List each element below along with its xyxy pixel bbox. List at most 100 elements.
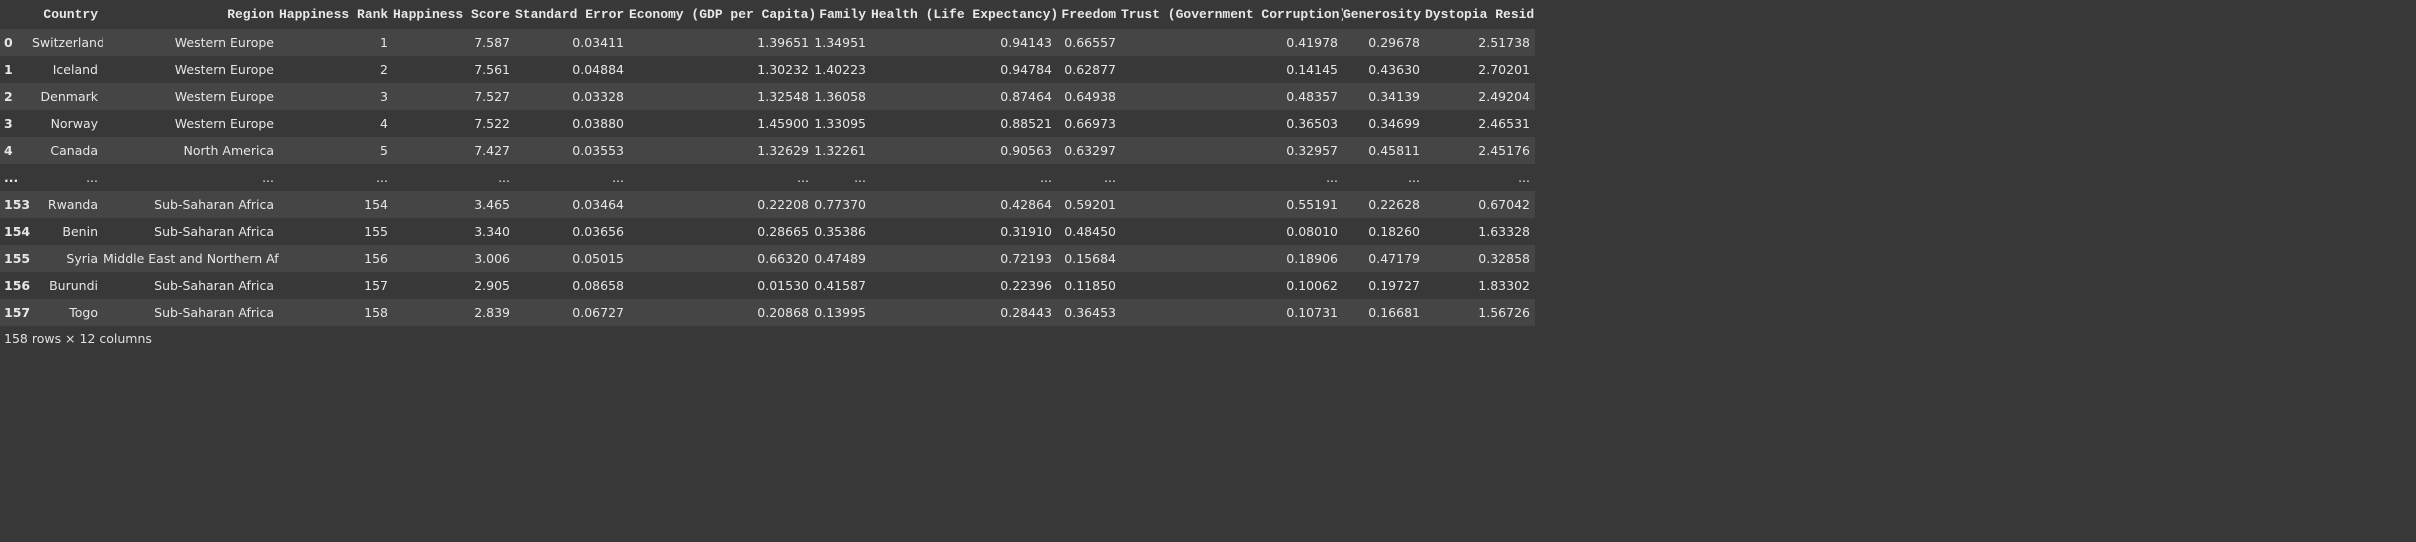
table-cell: 0.11850 <box>1064 278 1116 293</box>
table-cell: 0.03553 <box>572 143 624 158</box>
table-cell: 157 <box>364 278 388 293</box>
table-cell: 1.32548 <box>757 89 809 104</box>
table-cell: Togo <box>69 305 98 320</box>
table-cell: 0.62877 <box>1064 62 1116 77</box>
row-index: 2 <box>4 89 13 104</box>
table-cell: ... <box>1104 170 1116 185</box>
table-cell: 1.83302 <box>1478 278 1530 293</box>
table-cell: 0.20868 <box>757 305 809 320</box>
table-body: 0 Switzerland Western Europe 1 7.587 0.03411 1… <box>0 29 1535 326</box>
table-cell: 0.32858 <box>1478 251 1530 266</box>
table-cell: Iceland <box>52 62 98 77</box>
table-cell: 0.18906 <box>1286 251 1338 266</box>
table-cell: Western Europe <box>174 116 274 131</box>
column-header: Trust (Government Corruption) <box>1121 7 1343 22</box>
table-cell: Middle East and Northern Africa <box>103 251 279 266</box>
table-cell: 0.34139 <box>1368 89 1420 104</box>
row-index: 157 <box>4 305 31 320</box>
table-cell: 154 <box>364 197 388 212</box>
table-cell: Sub-Saharan Africa <box>154 224 274 239</box>
table-cell: 0.10731 <box>1286 305 1338 320</box>
table-cell: ... <box>498 170 510 185</box>
table-cell: 0.08658 <box>572 278 624 293</box>
table-cell: 0.72193 <box>1000 251 1052 266</box>
table-cell: 0.63297 <box>1064 143 1116 158</box>
table-cell: 0.42864 <box>1000 197 1052 212</box>
table-cell: Rwanda <box>47 197 98 212</box>
table-cell: 0.66320 <box>757 251 809 266</box>
table-cell: 0.03328 <box>572 89 624 104</box>
table-cell: 0.28443 <box>1000 305 1052 320</box>
column-header: Happiness Rank <box>279 7 389 22</box>
table-cell: ... <box>1326 170 1338 185</box>
table-cell: 1.56726 <box>1478 305 1530 320</box>
table-cell: 2.49204 <box>1478 89 1530 104</box>
table-cell: ... <box>797 170 809 185</box>
table-cell: Sub-Saharan Africa <box>154 305 274 320</box>
table-cell: 0.64938 <box>1064 89 1116 104</box>
table-cell: Sub-Saharan Africa <box>154 278 274 293</box>
table-cell: 1.39651 <box>757 35 809 50</box>
table-cell: Denmark <box>40 89 98 104</box>
table-cell: North America <box>183 143 275 158</box>
table-cell: 0.03464 <box>572 197 624 212</box>
table-cell: 1.32261 <box>814 143 866 158</box>
column-header: Family <box>819 7 866 22</box>
table-cell: ... <box>612 170 624 185</box>
table-cell: 158 <box>364 305 388 320</box>
column-header: Country <box>43 7 98 22</box>
table-cell: 1.33095 <box>814 116 866 131</box>
table-cell: ... <box>376 170 388 185</box>
table-cell: ... <box>1040 170 1052 185</box>
table-cell: 0.22396 <box>1000 278 1052 293</box>
table-cell: 1.34951 <box>814 35 866 50</box>
table-cell: 0.04884 <box>572 62 624 77</box>
table-cell: 0.08010 <box>1286 224 1338 239</box>
table-cell: 0.47489 <box>814 251 866 266</box>
table-cell: 1 <box>380 35 388 50</box>
table-cell: 0.90563 <box>1000 143 1052 158</box>
table-cell: 0.15684 <box>1064 251 1116 266</box>
table-cell: Norway <box>50 116 98 131</box>
table-cell: 0.05015 <box>572 251 624 266</box>
table-cell: 3.340 <box>474 224 510 239</box>
table-cell: 0.87464 <box>1000 89 1052 104</box>
table-cell: Switzerland <box>32 35 103 50</box>
table-cell: 0.06727 <box>572 305 624 320</box>
index-header <box>0 0 32 29</box>
table-cell: 0.03880 <box>572 116 624 131</box>
row-index: 1 <box>4 62 13 77</box>
table-row: 153 Rwanda Sub-Saharan Africa 154 3.465 0.034… <box>0 191 1535 218</box>
table-cell: 0.47179 <box>1368 251 1420 266</box>
table-cell: ... <box>262 170 274 185</box>
table-cell: 1.63328 <box>1478 224 1530 239</box>
row-index: 153 <box>4 197 31 212</box>
table-cell: ... <box>1518 170 1530 185</box>
table-cell: 0.36453 <box>1064 305 1116 320</box>
table-cell: 0.03656 <box>572 224 624 239</box>
table-cell: 2.905 <box>474 278 510 293</box>
column-header: Economy (GDP per Capita) <box>629 7 814 22</box>
table-cell: 4 <box>380 116 388 131</box>
table-cell: 3 <box>380 89 388 104</box>
table-cell: Benin <box>62 224 98 239</box>
table-cell: 3.465 <box>474 197 510 212</box>
table-cell: 0.22628 <box>1368 197 1420 212</box>
table-cell: 1.40223 <box>814 62 866 77</box>
table-cell: 7.427 <box>474 143 510 158</box>
table-cell: 0.22208 <box>757 197 809 212</box>
dataframe-table: Country Region Happiness Rank Happiness Sco… <box>0 0 1535 326</box>
row-index: 3 <box>4 116 13 131</box>
table-cell: 1.45900 <box>757 116 809 131</box>
table-cell: 0.59201 <box>1064 197 1116 212</box>
table-cell: 2.839 <box>474 305 510 320</box>
table-cell: ... <box>86 170 98 185</box>
table-cell: 2.51738 <box>1478 35 1530 50</box>
table-cell: 0.66557 <box>1064 35 1116 50</box>
column-header: Health (Life Expectancy) <box>871 7 1057 22</box>
table-cell: 0.19727 <box>1368 278 1420 293</box>
row-index: 4 <box>4 143 13 158</box>
table-cell: 155 <box>364 224 388 239</box>
table-cell: 0.16681 <box>1368 305 1420 320</box>
